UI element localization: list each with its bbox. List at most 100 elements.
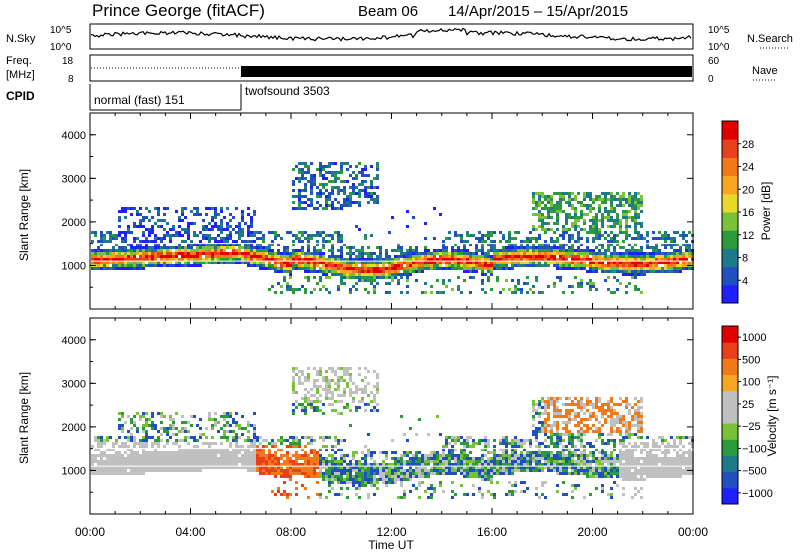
velocity-cell <box>214 418 217 421</box>
power-cell <box>667 264 670 267</box>
velocity-cell <box>115 457 118 460</box>
velocity-cell <box>187 448 190 451</box>
power-cell <box>199 240 202 243</box>
velocity-cell <box>469 460 472 463</box>
power-cell <box>442 261 445 264</box>
velocity-cell <box>505 451 508 454</box>
power-cell <box>277 270 280 273</box>
velocity-cell <box>463 442 466 445</box>
velocity-cell <box>253 448 256 451</box>
power-cell <box>640 198 643 201</box>
power-cell <box>523 261 526 264</box>
cpid-mode-twofsound: twofsound 3503 <box>245 84 330 98</box>
velocity-cell <box>169 469 172 472</box>
power-cell <box>337 186 340 189</box>
velocity-cell <box>412 475 415 478</box>
power-cell <box>598 234 601 237</box>
power-cell <box>466 264 469 267</box>
velocity-cell <box>403 493 406 496</box>
power-cell <box>130 243 133 246</box>
velocity-cell <box>445 454 448 457</box>
velocity-cell <box>469 445 472 448</box>
velocity-cell <box>208 418 211 421</box>
velocity-cell <box>169 415 172 418</box>
velocity-cell <box>346 487 349 490</box>
velocity-cell <box>103 463 106 466</box>
power-cell <box>334 180 337 183</box>
power-cell <box>442 267 445 270</box>
power-cell <box>142 261 145 264</box>
power-cell <box>625 261 628 264</box>
power-cell <box>202 228 205 231</box>
velocity-cell <box>499 442 502 445</box>
power-cell <box>676 243 679 246</box>
power-cell <box>592 225 595 228</box>
power-cell <box>511 279 514 282</box>
power-cell <box>379 273 382 276</box>
velocity-cell <box>427 463 430 466</box>
power-cell <box>274 261 277 264</box>
power-cell <box>619 228 622 231</box>
power-cell <box>187 252 190 255</box>
power-cell <box>148 255 151 258</box>
power-cell <box>124 234 127 237</box>
velocity-cell <box>346 403 349 406</box>
power-cell <box>328 261 331 264</box>
velocity-cell <box>559 451 562 454</box>
velocity-cell <box>160 421 163 424</box>
power-cell <box>358 267 361 270</box>
power-cell <box>652 270 655 273</box>
power-cell <box>598 195 601 198</box>
velocity-cell <box>523 466 526 469</box>
power-cell <box>340 246 343 249</box>
power-cell <box>634 267 637 270</box>
power-cell <box>400 267 403 270</box>
velocity-cell <box>553 460 556 463</box>
velocity-cell <box>403 451 406 454</box>
power-cell <box>484 255 487 258</box>
velocity-cell <box>469 472 472 475</box>
power-cell <box>487 267 490 270</box>
velocity-cell <box>349 409 352 412</box>
power-cell <box>346 270 349 273</box>
power-cell <box>265 249 268 252</box>
velocity-cell <box>442 454 445 457</box>
power-cell <box>379 261 382 264</box>
velocity-cell <box>265 439 268 442</box>
velocity-cell <box>118 460 121 463</box>
power-cell <box>304 261 307 264</box>
velocity-cell <box>277 463 280 466</box>
velocity-cell <box>415 457 418 460</box>
velocity-cell <box>229 454 232 457</box>
velocity-cell <box>112 457 115 460</box>
velocity-cell <box>298 382 301 385</box>
velocity-cell <box>382 466 385 469</box>
power-cell <box>199 243 202 246</box>
power-cell <box>208 228 211 231</box>
velocity-cell <box>256 436 259 439</box>
power-cell <box>91 261 94 264</box>
velocity-cell <box>505 448 508 451</box>
power-cell <box>190 252 193 255</box>
power-cell <box>607 288 610 291</box>
velocity-cell <box>514 481 517 484</box>
power-cell <box>178 243 181 246</box>
power-cell <box>619 231 622 234</box>
velocity-cell <box>172 457 175 460</box>
velocity-cell <box>532 403 535 406</box>
power-cell <box>331 267 334 270</box>
velocity-cell <box>121 430 124 433</box>
velocity-cell <box>289 463 292 466</box>
power-cell <box>307 237 310 240</box>
power-cell <box>163 249 166 252</box>
power-cell <box>592 228 595 231</box>
velocity-cell <box>478 460 481 463</box>
velocity-cell <box>562 421 565 424</box>
velocity-cell <box>448 442 451 445</box>
power-cell <box>169 252 172 255</box>
power-cell <box>580 258 583 261</box>
velocity-cell <box>319 454 322 457</box>
power-cell <box>565 261 568 264</box>
power-cell <box>577 261 580 264</box>
power-cell <box>385 291 388 294</box>
